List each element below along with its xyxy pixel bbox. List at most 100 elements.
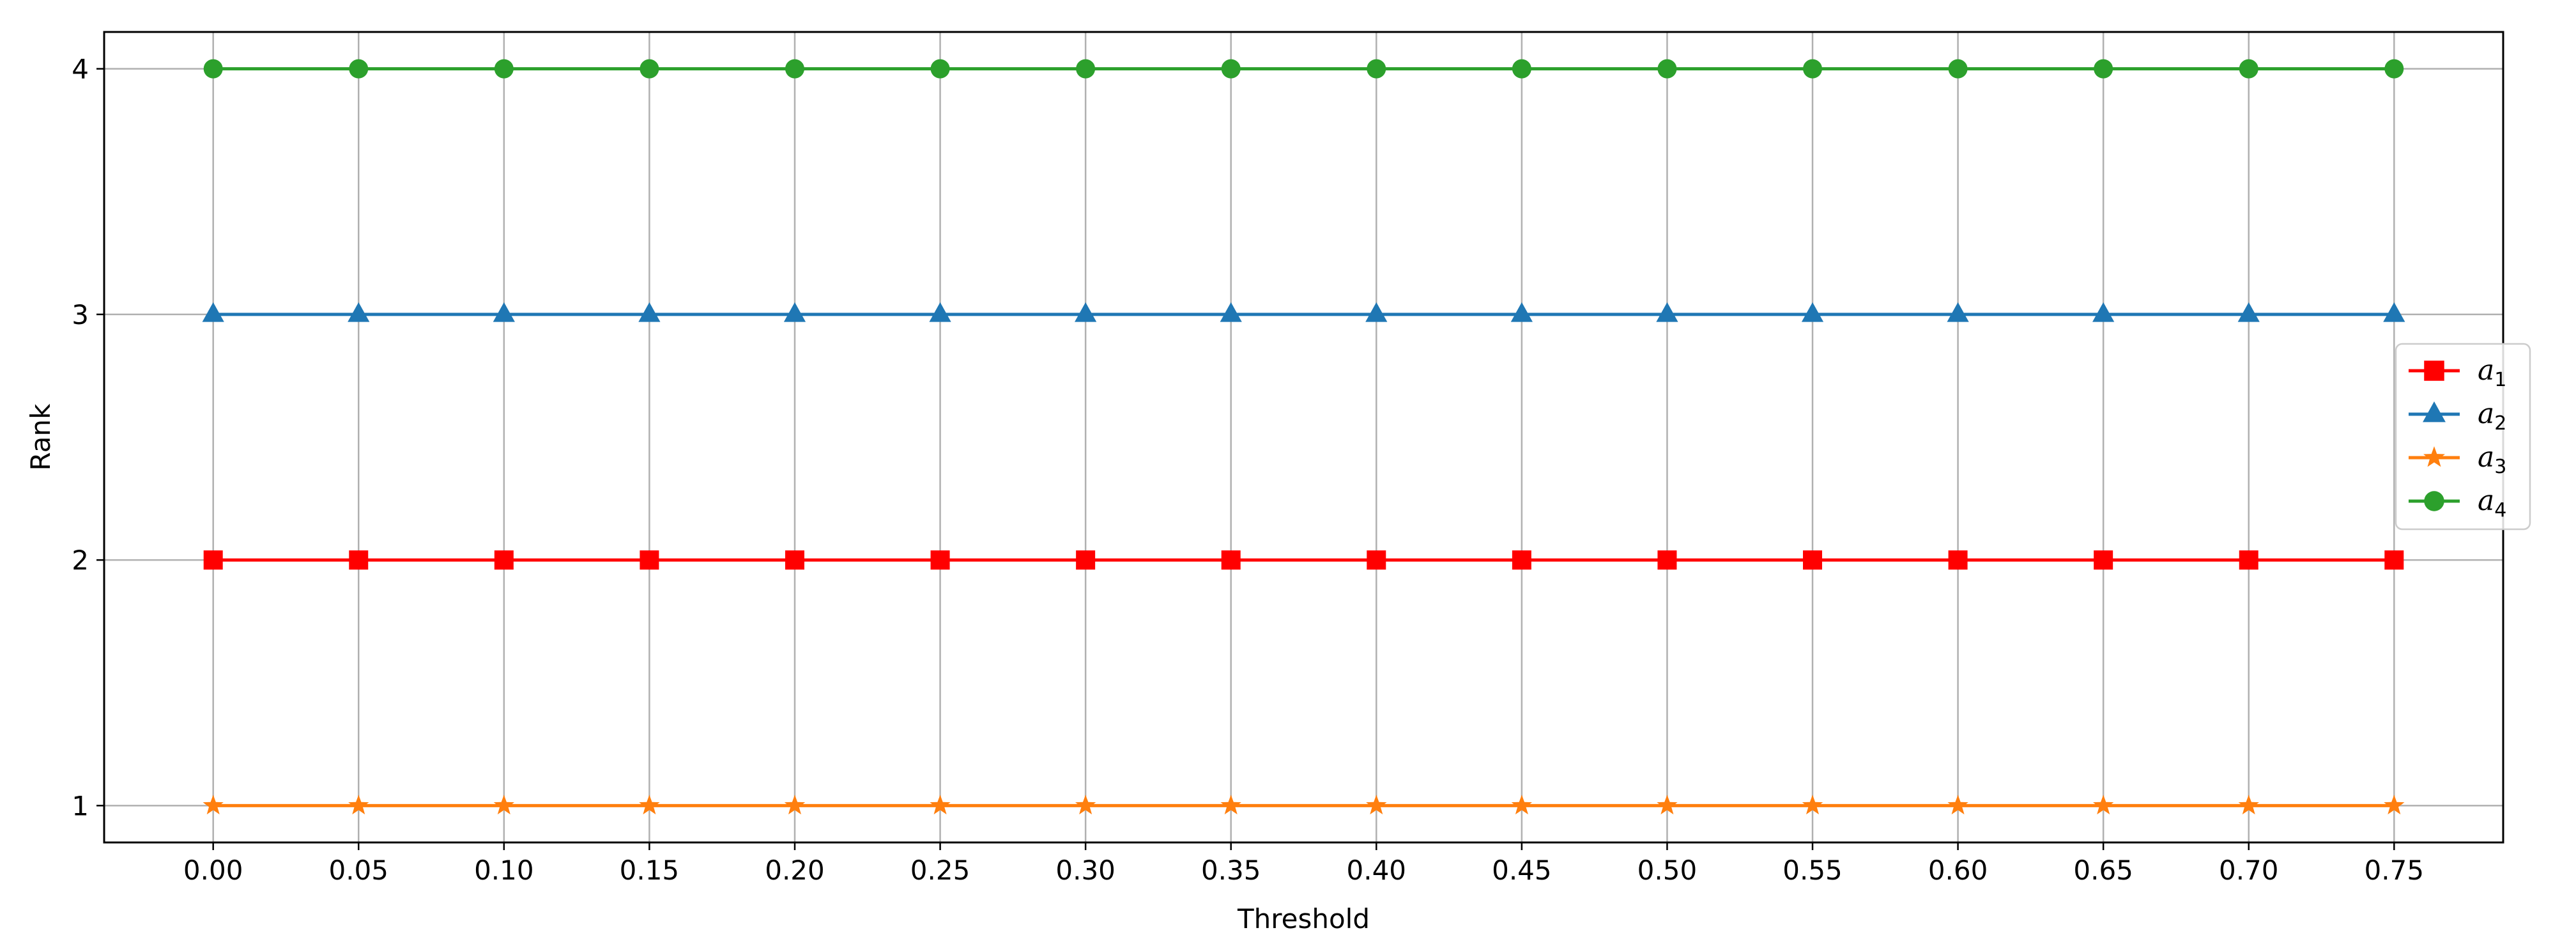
x-tick-label: 0.70 bbox=[2219, 855, 2279, 886]
data-point bbox=[1803, 550, 1823, 570]
data-point bbox=[1220, 302, 1242, 322]
data-point bbox=[640, 550, 659, 570]
data-point bbox=[1076, 550, 1096, 570]
legend-label: a4 bbox=[2478, 485, 2506, 522]
legend-label-subscript: 2 bbox=[2494, 412, 2506, 435]
data-point bbox=[1221, 550, 1241, 570]
y-tick-label: 3 bbox=[72, 299, 89, 330]
data-point bbox=[1367, 550, 1386, 570]
data-point bbox=[784, 795, 806, 815]
data-point bbox=[1801, 302, 1824, 322]
y-axis-label: Rank bbox=[25, 403, 56, 471]
x-tick-label: 0.40 bbox=[1347, 855, 1407, 886]
data-point bbox=[349, 550, 369, 570]
data-point bbox=[2239, 59, 2258, 79]
legend-label-base: a bbox=[2478, 485, 2494, 517]
data-point bbox=[1366, 795, 1387, 815]
data-point bbox=[1656, 302, 1678, 322]
series-layer bbox=[202, 59, 2405, 815]
legend-item-a2: a2 bbox=[2409, 398, 2506, 435]
data-point bbox=[1365, 302, 1388, 322]
legend-label: a1 bbox=[2478, 354, 2506, 391]
plot-frame bbox=[103, 31, 2504, 844]
data-point bbox=[1802, 795, 1823, 815]
data-point bbox=[1948, 550, 1968, 570]
legend-marker bbox=[2424, 361, 2444, 381]
data-point bbox=[1510, 302, 1533, 322]
data-point bbox=[930, 795, 951, 815]
data-point bbox=[1220, 795, 1241, 815]
data-point bbox=[1075, 302, 1097, 322]
data-point bbox=[638, 302, 661, 322]
data-point bbox=[783, 302, 806, 322]
legend-item-a1: a1 bbox=[2409, 354, 2506, 391]
legend-item-a4: a4 bbox=[2409, 485, 2506, 522]
data-point bbox=[2238, 795, 2259, 815]
data-point bbox=[640, 59, 659, 79]
y-tick-label: 4 bbox=[72, 54, 89, 85]
data-point bbox=[2092, 302, 2115, 322]
y-tick-label: 1 bbox=[72, 790, 89, 821]
legend-label: a2 bbox=[2478, 398, 2506, 435]
x-tick-label: 0.15 bbox=[620, 855, 680, 886]
legend-label: a3 bbox=[2478, 441, 2506, 478]
data-point bbox=[1075, 795, 1096, 815]
data-point bbox=[930, 59, 950, 79]
data-point bbox=[2094, 550, 2113, 570]
legend-label-base: a bbox=[2478, 354, 2494, 387]
x-tick-label: 0.50 bbox=[1637, 855, 1698, 886]
data-point bbox=[1512, 550, 1531, 570]
legend-label-subscript: 3 bbox=[2494, 456, 2506, 478]
data-point bbox=[1947, 795, 1968, 815]
legend-label-base: a bbox=[2478, 441, 2494, 474]
data-point bbox=[929, 302, 951, 322]
data-point bbox=[202, 302, 224, 322]
data-point bbox=[1511, 795, 1532, 815]
x-tick-label: 0.35 bbox=[1201, 855, 1261, 886]
data-point bbox=[1657, 59, 1677, 79]
x-tick-label: 0.45 bbox=[1492, 855, 1552, 886]
data-point bbox=[2384, 795, 2405, 815]
x-tick-label: 0.65 bbox=[2073, 855, 2133, 886]
data-point bbox=[1512, 59, 1531, 79]
data-point bbox=[203, 795, 224, 815]
legend-item-a3: a3 bbox=[2409, 441, 2506, 478]
y-axis: 1 2 3 4 bbox=[72, 54, 104, 821]
x-tick-label: 0.25 bbox=[910, 855, 970, 886]
x-tick-label: 0.30 bbox=[1055, 855, 1116, 886]
data-point bbox=[494, 550, 514, 570]
y-tick-label: 2 bbox=[72, 545, 89, 576]
data-point bbox=[785, 59, 804, 79]
x-tick-label: 0.00 bbox=[183, 855, 243, 886]
x-tick-label: 0.55 bbox=[1782, 855, 1843, 886]
x-axis-label: Threshold bbox=[1237, 903, 1370, 934]
legend-marker bbox=[2423, 401, 2446, 423]
series-a1 bbox=[203, 550, 2404, 570]
data-point bbox=[494, 59, 514, 79]
data-point bbox=[1657, 795, 1678, 815]
data-point bbox=[349, 59, 369, 79]
data-point bbox=[1947, 302, 1969, 322]
x-tick-label: 0.20 bbox=[765, 855, 825, 886]
data-point bbox=[348, 795, 369, 815]
data-point bbox=[2093, 795, 2114, 815]
data-point bbox=[1657, 550, 1677, 570]
x-tick-label: 0.05 bbox=[328, 855, 388, 886]
series-a3 bbox=[203, 795, 2405, 815]
data-point bbox=[1948, 59, 1968, 79]
data-point bbox=[2094, 59, 2113, 79]
data-point bbox=[785, 550, 804, 570]
data-point bbox=[1803, 59, 1823, 79]
legend-label-base: a bbox=[2478, 398, 2494, 430]
data-point bbox=[2239, 550, 2258, 570]
data-point bbox=[930, 550, 950, 570]
grid-lines bbox=[104, 32, 2503, 842]
data-point bbox=[639, 795, 660, 815]
data-point bbox=[2383, 302, 2405, 322]
data-point bbox=[2384, 550, 2404, 570]
legend-label-subscript: 4 bbox=[2494, 499, 2506, 522]
legend-marker bbox=[2424, 491, 2444, 511]
data-point bbox=[203, 59, 223, 79]
